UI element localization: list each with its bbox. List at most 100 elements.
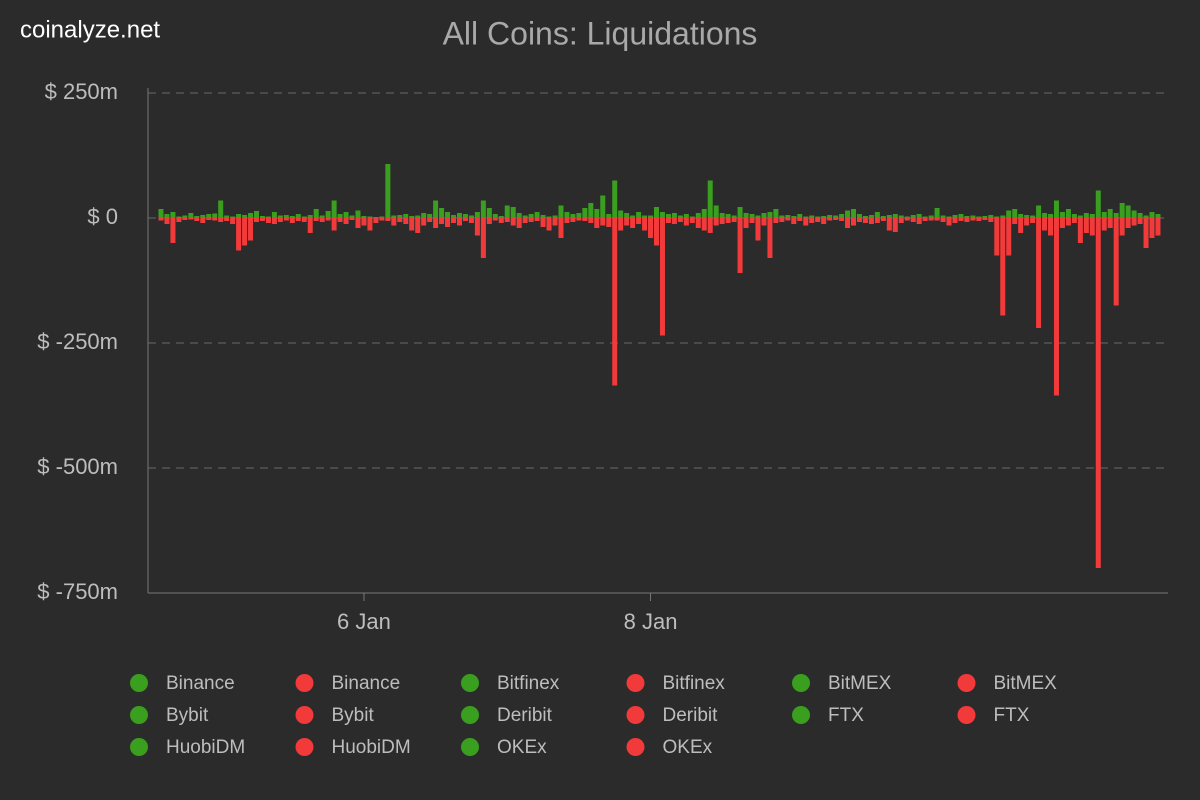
y-tick-label: $ -250m xyxy=(37,329,118,354)
legend-label[interactable]: HuobiDM xyxy=(332,737,411,758)
bar xyxy=(188,213,194,218)
legend-marker[interactable] xyxy=(792,674,810,692)
bar xyxy=(731,218,737,222)
bar xyxy=(504,218,510,222)
bar xyxy=(331,200,337,218)
legend-marker[interactable] xyxy=(461,674,479,692)
legend-label[interactable]: Bybit xyxy=(166,705,209,726)
bar xyxy=(892,214,898,218)
bar xyxy=(833,215,839,218)
legend-label[interactable]: Bitfinex xyxy=(497,673,560,694)
bar xyxy=(779,218,785,222)
bar xyxy=(397,215,403,218)
bar xyxy=(456,213,462,218)
legend-label[interactable]: OKEx xyxy=(497,737,547,758)
legend-marker[interactable] xyxy=(461,738,479,756)
legend-marker[interactable] xyxy=(957,706,976,724)
legend-label[interactable]: FTX xyxy=(828,705,864,726)
bar xyxy=(689,218,695,223)
bar xyxy=(558,205,564,218)
bar xyxy=(892,218,898,232)
legend-label[interactable]: HuobiDM xyxy=(166,737,245,758)
legend-marker[interactable] xyxy=(295,674,314,692)
legend-label[interactable]: Bitfinex xyxy=(663,673,726,694)
legend-label[interactable]: FTX xyxy=(994,705,1030,726)
bar xyxy=(1048,218,1054,236)
bar xyxy=(319,215,325,218)
legend-label[interactable]: BitMEX xyxy=(994,673,1058,694)
bar xyxy=(307,215,313,218)
bar xyxy=(415,215,421,218)
bar xyxy=(785,218,791,221)
bar xyxy=(773,209,779,218)
legend-label[interactable]: Binance xyxy=(332,673,401,694)
legend-marker[interactable] xyxy=(626,674,645,692)
bar xyxy=(277,215,283,218)
legend-marker[interactable] xyxy=(792,706,810,724)
bar xyxy=(576,218,582,221)
bar xyxy=(1107,209,1113,218)
bar xyxy=(379,216,385,218)
bar xyxy=(743,213,749,218)
bar xyxy=(492,218,498,221)
legend-marker[interactable] xyxy=(461,706,479,724)
legend-marker[interactable] xyxy=(957,674,976,692)
bar xyxy=(665,218,671,223)
bar xyxy=(445,218,451,227)
bar xyxy=(158,209,164,218)
bar xyxy=(415,218,421,233)
bar xyxy=(254,218,260,222)
bar xyxy=(624,218,630,226)
legend-label[interactable]: Binance xyxy=(166,673,235,694)
bar xyxy=(904,216,910,218)
bar xyxy=(636,218,642,224)
x-tick-label: 8 Jan xyxy=(624,609,678,634)
bar xyxy=(349,218,355,220)
bar xyxy=(868,215,874,218)
legend-label[interactable]: Bybit xyxy=(332,705,375,726)
legend-marker[interactable] xyxy=(130,706,148,724)
bar xyxy=(158,218,164,221)
bar xyxy=(677,218,683,222)
legend-label[interactable]: Deribit xyxy=(663,705,719,726)
bar xyxy=(1018,218,1024,233)
bar xyxy=(1077,218,1083,243)
legend-marker[interactable] xyxy=(626,706,645,724)
bar xyxy=(480,218,486,258)
bar xyxy=(839,214,845,218)
bar xyxy=(827,218,833,221)
bar xyxy=(659,212,665,218)
bar xyxy=(725,214,731,218)
legend-label[interactable]: Deribit xyxy=(497,705,553,726)
bar xyxy=(761,213,767,218)
legend-marker[interactable] xyxy=(626,738,645,756)
bar xyxy=(1042,218,1048,231)
bar xyxy=(845,218,851,228)
bar xyxy=(612,218,618,386)
bar xyxy=(958,218,964,221)
bar xyxy=(940,218,946,222)
bar xyxy=(206,214,212,218)
bar xyxy=(916,214,922,218)
bar xyxy=(743,218,749,228)
bar xyxy=(1024,215,1030,218)
legend-marker[interactable] xyxy=(295,706,314,724)
bar xyxy=(904,218,910,221)
bar xyxy=(928,215,934,218)
bar xyxy=(594,218,600,228)
bar xyxy=(1155,218,1161,236)
bar xyxy=(433,200,439,218)
bar xyxy=(522,218,528,223)
bar xyxy=(200,215,206,218)
legend-label[interactable]: BitMEX xyxy=(828,673,892,694)
bar xyxy=(1059,212,1065,218)
legend-label[interactable]: OKEx xyxy=(663,737,713,758)
legend-marker[interactable] xyxy=(130,738,148,756)
legend-marker[interactable] xyxy=(295,738,314,756)
bar xyxy=(337,214,343,218)
bar xyxy=(642,215,648,218)
bar xyxy=(439,208,445,218)
legend-marker[interactable] xyxy=(130,674,148,692)
bar xyxy=(516,213,522,218)
bar xyxy=(343,212,349,218)
